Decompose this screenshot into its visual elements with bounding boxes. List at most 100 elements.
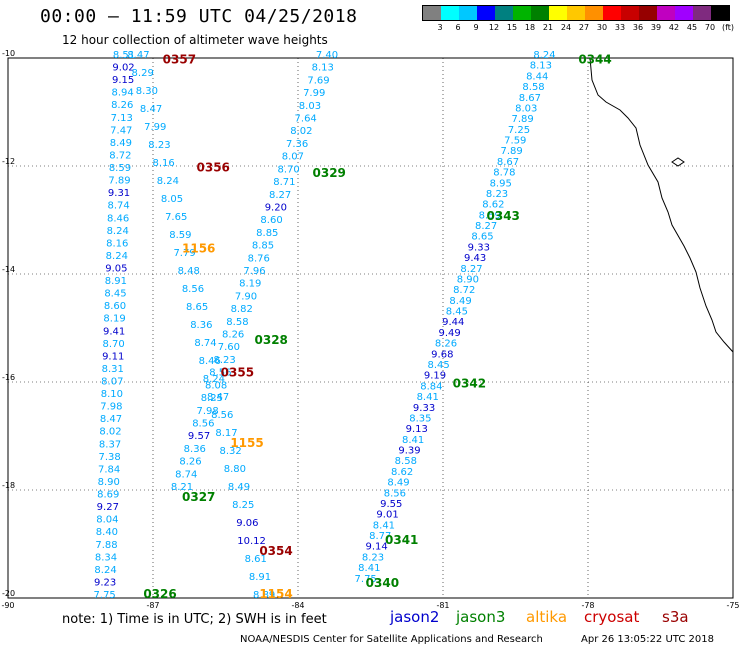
swh-value: 8.47 [127, 50, 149, 61]
swh-value: 8.41 [358, 563, 380, 574]
legend-label: 9 [473, 23, 479, 32]
legend-label: 21 [542, 23, 554, 32]
y-tick-label: -10 [2, 50, 15, 58]
swh-value: 8.78 [493, 168, 515, 179]
swh-value: 7.38 [98, 452, 120, 463]
swh-value: 8.32 [220, 446, 242, 457]
x-tick-label: -81 [436, 601, 449, 610]
swh-value: 8.47 [140, 104, 162, 115]
legend-label: 3 [437, 23, 443, 32]
swh-value: 8.07 [101, 377, 123, 388]
y-tick-label: -12 [2, 157, 15, 166]
swh-value: 9.43 [464, 253, 486, 264]
legend-label: 6 [455, 23, 461, 32]
swh-value: 7.59 [504, 136, 526, 147]
pass-label: 0326 [143, 587, 176, 601]
swh-value: 8.59 [109, 163, 131, 174]
x-tick-label: -84 [291, 601, 304, 610]
swh-value: 8.91 [249, 572, 271, 583]
legend-swatch [621, 6, 639, 20]
swh-value: 8.26 [111, 100, 133, 111]
swh-value: 9.68 [431, 349, 453, 360]
legend-swatch [675, 6, 693, 20]
legend-label: 39 [650, 23, 662, 32]
x-tick-label: -87 [146, 601, 159, 610]
swh-value: 8.24 [157, 176, 179, 187]
swh-value: 7.98 [196, 406, 218, 417]
swh-value: 8.56 [192, 418, 214, 429]
swh-value: 8.24 [106, 251, 128, 262]
swh-value: 8.60 [260, 215, 282, 226]
swh-value: 7.60 [218, 342, 240, 353]
swh-value: 8.51 [113, 50, 135, 61]
swh-value: 8.56 [384, 488, 406, 499]
pass-label: 0354 [259, 544, 292, 558]
swh-value: 8.23 [486, 189, 508, 200]
x-tick-label: -90 [1, 601, 14, 610]
swh-value: 8.77 [369, 531, 391, 542]
swh-value: 8.49 [387, 478, 409, 489]
legend-swatch [585, 6, 603, 20]
swh-value: 8.10 [101, 389, 123, 400]
wave-height-legend: 3 6 9 12 15 18 21 24 27 30 33 36 39 42 45 70 (ft) [422, 5, 734, 33]
swh-value: 7.99 [303, 88, 325, 99]
swh-value: 7.75 [94, 590, 116, 601]
swh-value: 10.12 [237, 536, 266, 547]
swh-value: 8.56 [182, 284, 204, 295]
legend-swatch [477, 6, 495, 20]
swh-value: 8.05 [161, 194, 183, 205]
swh-value: 8.03 [299, 101, 321, 112]
swh-value: 7.75 [355, 574, 377, 585]
pass-label: 0329 [313, 166, 346, 180]
pass-label: 0355 [221, 366, 254, 380]
swh-value: 8.17 [215, 428, 237, 439]
swh-value: 8.62 [482, 200, 504, 211]
legend-color-bar [422, 5, 730, 21]
legend-label: 15 [506, 23, 518, 32]
swh-value: 9.31 [108, 188, 130, 199]
swh-value: 8.70 [277, 164, 299, 175]
y-tick-label: -14 [2, 265, 15, 274]
mission-legend-jason3: jason3 [456, 608, 506, 626]
swh-value: 8.84 [420, 381, 442, 392]
swh-value: 8.21 [171, 482, 193, 493]
pass-label: 0356 [197, 160, 230, 174]
legend-label: 27 [578, 23, 590, 32]
swh-value: 8.49 [228, 482, 250, 493]
swh-value: 8.89 [253, 590, 275, 601]
swh-value: 7.65 [165, 212, 187, 223]
swh-value: 9.02 [112, 63, 134, 74]
swh-value: 7.64 [295, 114, 317, 125]
swh-value: 7.47 [110, 125, 132, 136]
swh-value: 8.90 [457, 274, 479, 285]
swh-value: 8.16 [106, 238, 128, 249]
credit-date: Apr 26 13:05:22 UTC 2018 [581, 634, 714, 645]
swh-value: 7.89 [108, 176, 130, 187]
swh-value: 8.41 [402, 435, 424, 446]
y-tick-label: -20 [2, 589, 15, 598]
swh-value: 8.27 [475, 221, 497, 232]
swh-value: 7.13 [111, 113, 133, 124]
page-title: 00:00 – 11:59 UTC 04/25/2018 [40, 6, 358, 27]
swh-value: 9.14 [365, 542, 387, 553]
swh-value: 8.08 [205, 380, 227, 391]
swh-value: 9.23 [94, 577, 116, 588]
swh-value: 8.23 [148, 140, 170, 151]
swh-value: 8.45 [104, 289, 126, 300]
pass-label: 0340 [366, 576, 399, 590]
mission-legend-jason2: jason2 [390, 608, 440, 626]
swh-value: 8.74 [175, 469, 197, 480]
x-tick-label: -78 [581, 601, 594, 610]
swh-value: 9.01 [376, 510, 398, 521]
legend-label: (ft) [721, 23, 735, 32]
legend-label: 12 [488, 23, 500, 32]
swh-value: 8.04 [96, 515, 118, 526]
swh-value: 7.79 [173, 248, 195, 259]
map-frame [7, 57, 734, 599]
swh-value: 8.37 [99, 439, 121, 450]
page-subtitle: 12 hour collection of altimeter wave hei… [62, 33, 328, 47]
swh-value: 8.24 [533, 50, 555, 61]
pass-label: 0342 [453, 376, 486, 390]
swh-value: 9.19 [424, 371, 446, 382]
swh-value: 8.49 [110, 138, 132, 149]
